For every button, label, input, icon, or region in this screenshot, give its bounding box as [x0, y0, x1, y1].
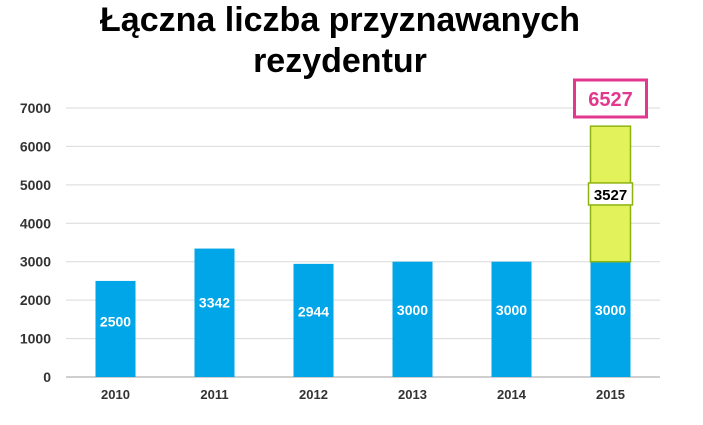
bar-data-label: 2944 [298, 303, 329, 319]
y-tick-label: 0 [43, 369, 51, 385]
x-tick-label: 2013 [398, 387, 427, 402]
bar-data-label: 3000 [595, 302, 626, 318]
y-tick-label: 4000 [20, 215, 51, 231]
bar-base [590, 261, 631, 377]
bar-data-label: 2500 [100, 313, 131, 329]
x-tick-label: 2014 [497, 387, 527, 402]
y-tick-label: 6000 [20, 138, 51, 154]
bar-data-label: 3000 [397, 302, 428, 318]
bar-base [293, 263, 334, 377]
bar-base [194, 248, 235, 377]
bar-base [95, 280, 136, 377]
bar-data-label: 3342 [199, 295, 230, 311]
total-label-box [573, 78, 648, 119]
extra-data-label: 3527 [594, 187, 627, 204]
x-tick-label: 2015 [596, 387, 625, 402]
x-tick-label: 2010 [101, 387, 130, 402]
bar-base [491, 261, 532, 377]
y-tick-label: 2000 [20, 292, 51, 308]
y-tick-label: 7000 [20, 100, 51, 116]
x-tick-label: 2012 [299, 387, 328, 402]
x-tick-label: 2011 [200, 387, 228, 402]
chart-title: Łączna liczba przyznawanych rezydentur [100, 1, 580, 80]
y-tick-label: 3000 [20, 254, 51, 270]
total-data-label: 6527 [588, 89, 633, 111]
bar-base [392, 261, 433, 377]
y-tick-label: 1000 [20, 331, 51, 347]
y-tick-label: 5000 [20, 177, 51, 193]
extra-label-box [587, 182, 634, 206]
bar-data-label: 3000 [496, 302, 527, 318]
